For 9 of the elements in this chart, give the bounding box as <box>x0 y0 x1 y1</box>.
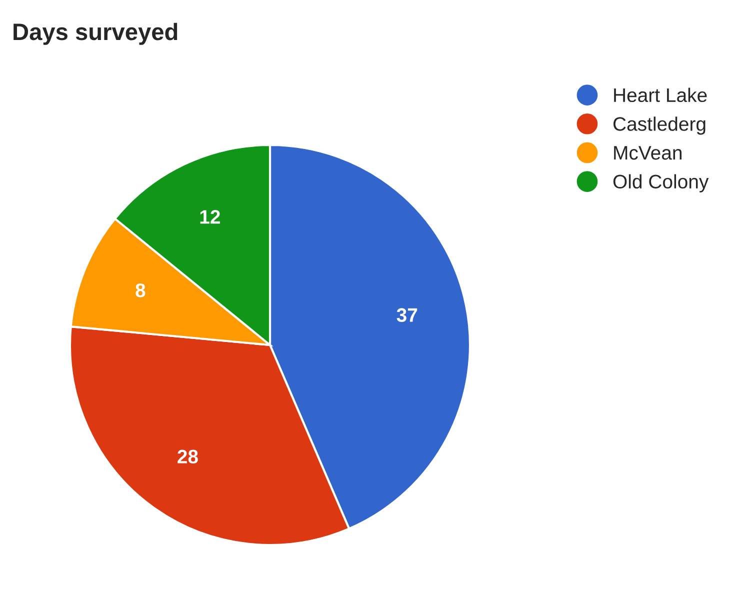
legend-label: Heart Lake <box>614 88 707 102</box>
chart-title: Days surveyed <box>14 22 178 45</box>
legend-label: Old Colony <box>613 174 709 192</box>
legend-label: Castlederg <box>613 116 706 135</box>
data-label: 8 <box>136 283 146 298</box>
data-label: 37 <box>396 308 418 322</box>
legend-label: McVean <box>614 146 682 160</box>
data-label: 28 <box>178 450 198 464</box>
data-label: 12 <box>200 210 220 224</box>
